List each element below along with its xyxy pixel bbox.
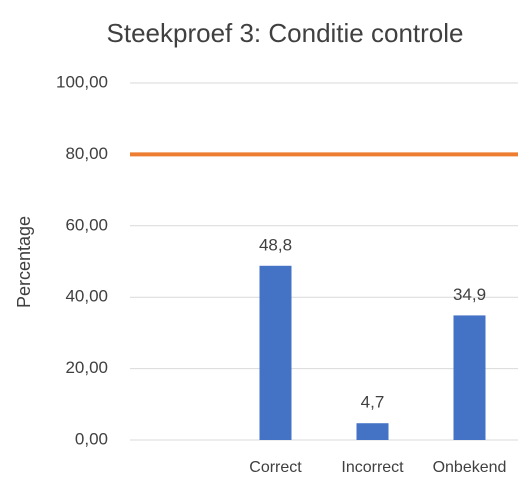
y-tick-label: 20,00 [65, 358, 108, 377]
value-label: 48,8 [259, 235, 292, 254]
x-tick-label: Incorrect [341, 459, 404, 476]
chart-title: Steekproef 3: Conditie controle [107, 18, 464, 48]
y-axis-label: Percentage [14, 216, 34, 308]
x-tick-label: Onbekend [433, 459, 507, 476]
x-tick-label: Correct [249, 459, 302, 476]
y-tick-label: 0,00 [75, 429, 108, 448]
bar [259, 265, 292, 440]
bar [356, 423, 389, 440]
bar [453, 315, 486, 440]
y-tick-label: 40,00 [65, 287, 108, 306]
y-tick-label: 80,00 [65, 144, 108, 163]
value-label: 34,9 [453, 285, 486, 304]
y-tick-label: 60,00 [65, 215, 108, 234]
value-label: 4,7 [361, 393, 385, 412]
y-tick-label: 100,00 [56, 72, 108, 91]
